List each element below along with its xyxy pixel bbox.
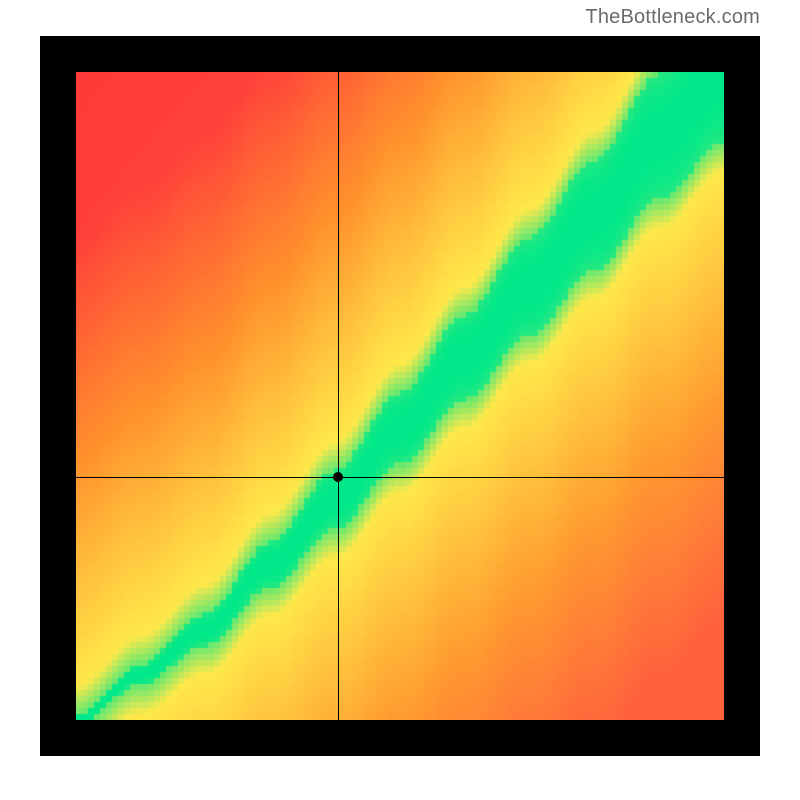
crosshair-horizontal [76,477,724,478]
crosshair-vertical [338,72,339,720]
heatmap-canvas [76,72,724,720]
chart-container: TheBottleneck.com [0,0,800,800]
chart-outer-border [40,36,760,756]
marker-dot [333,472,343,482]
watermark-text: TheBottleneck.com [585,6,760,29]
heatmap-plot [76,72,724,720]
